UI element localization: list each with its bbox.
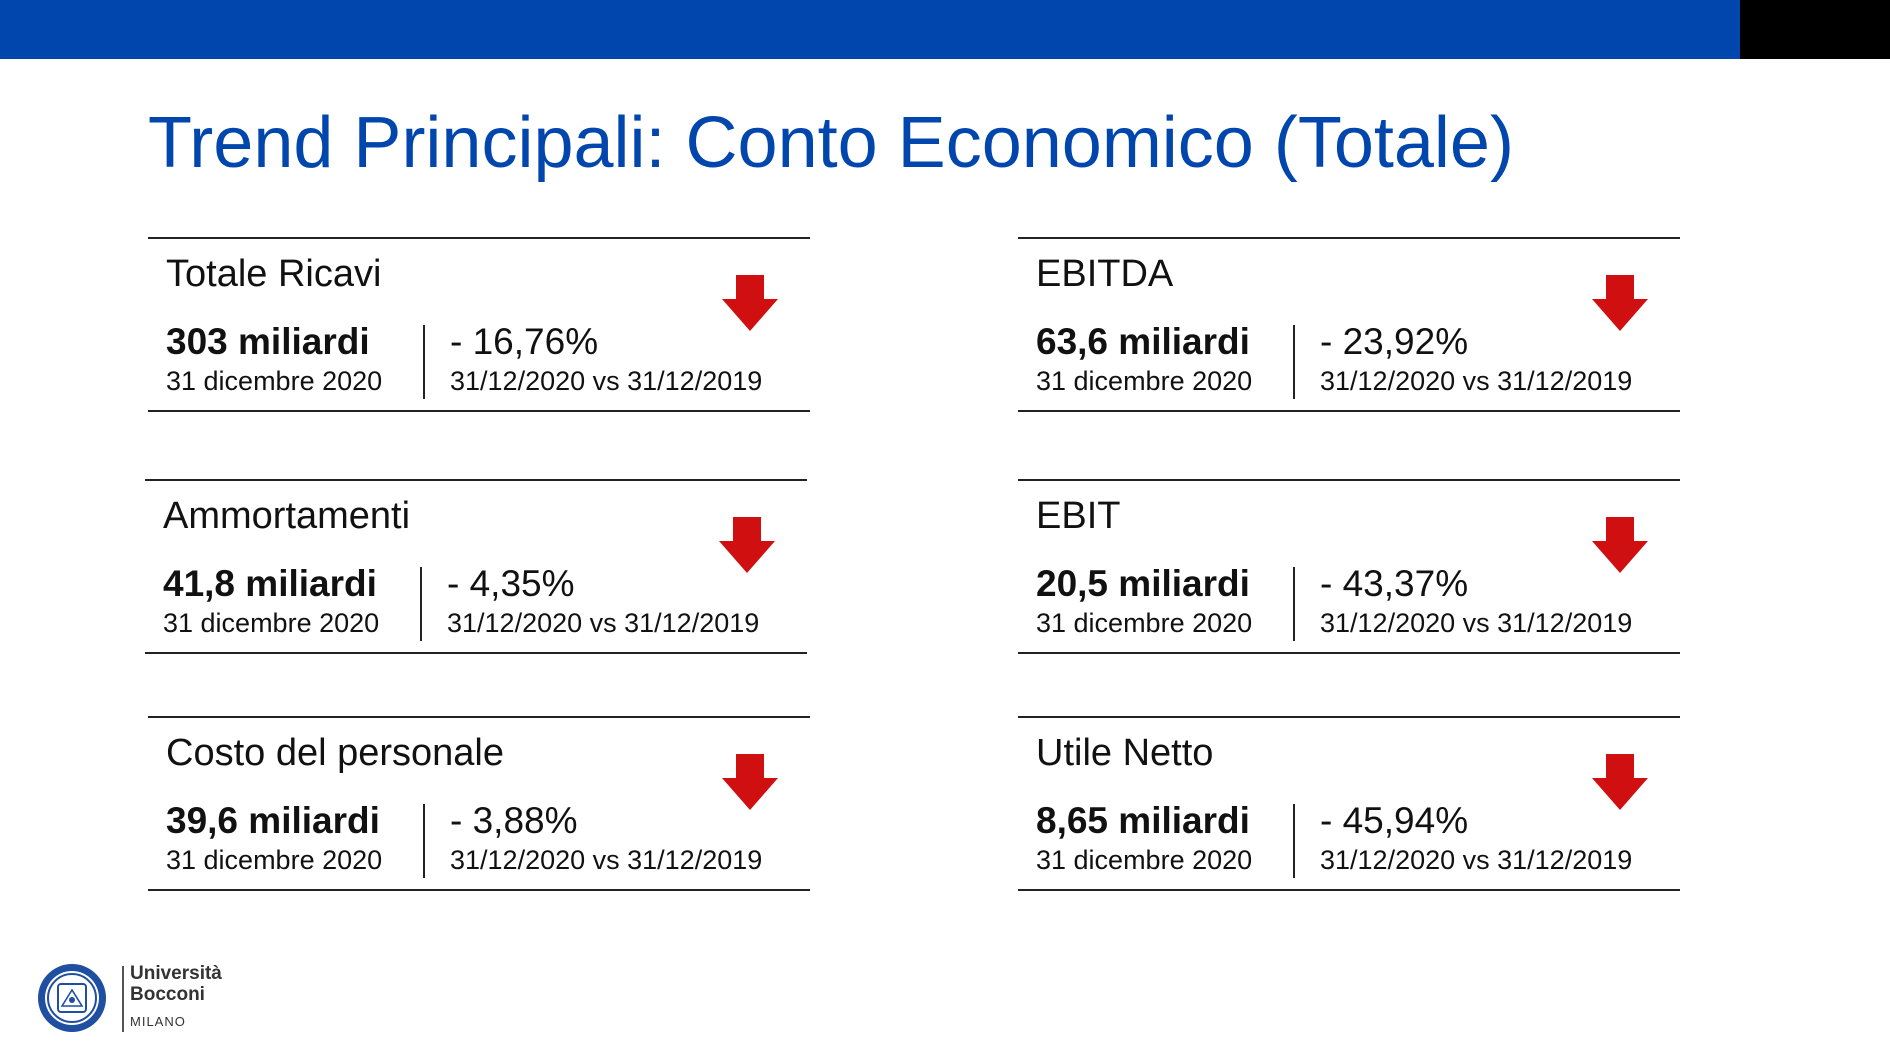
kpi-value: 8,65 miliardi [1036,800,1250,841]
kpi-value: 303 miliardi [166,321,370,362]
kpi-compare-period: 31/12/2020 vs 31/12/2019 [1320,366,1633,396]
arrow-down-icon [722,275,778,331]
kpi-card-totale-ricavi: Totale Ricavi 303 miliardi 31 dicembre 2… [148,237,810,412]
top-banner [0,0,1740,59]
kpi-divider [423,325,425,399]
kpi-value: 20,5 miliardi [1036,563,1250,604]
kpi-compare-period: 31/12/2020 vs 31/12/2019 [450,845,763,875]
top-banner-dark-segment [1740,0,1890,59]
kpi-label: Ammortamenti [163,495,411,537]
arrow-down-icon [722,754,778,810]
kpi-date: 31 dicembre 2020 [163,608,380,638]
kpi-label: Utile Netto [1036,732,1214,774]
kpi-card-costo-del-personale: Costo del personale 39,6 miliardi 31 dic… [148,716,810,891]
kpi-label: Costo del personale [166,732,504,774]
kpi-compare-period: 31/12/2020 vs 31/12/2019 [450,366,763,396]
arrow-down-icon [1592,754,1648,810]
logo-name-line1: Università [130,963,222,984]
university-seal-icon [38,964,106,1032]
kpi-label: EBITDA [1036,253,1174,295]
kpi-value: 39,6 miliardi [166,800,380,841]
slide-title: Trend Principali: Conto Economico (Total… [148,103,1514,183]
logo-city: MILANO [130,1014,186,1029]
kpi-change: - 45,94% [1320,800,1469,841]
kpi-divider [1293,567,1295,641]
kpi-value: 63,6 miliardi [1036,321,1250,362]
kpi-date: 31 dicembre 2020 [1036,608,1253,638]
kpi-divider [1293,325,1295,399]
kpi-date: 31 dicembre 2020 [1036,366,1253,396]
kpi-change: - 23,92% [1320,321,1469,362]
university-logo: Università Bocconi MILANO [36,962,246,1034]
kpi-change: - 16,76% [450,321,599,362]
arrow-down-icon [719,517,775,573]
kpi-change: - 3,88% [450,800,578,841]
arrow-down-icon [1592,275,1648,331]
kpi-label: EBIT [1036,495,1121,537]
kpi-value: 41,8 miliardi [163,563,377,604]
logo-name-line2: Bocconi [130,984,205,1005]
kpi-divider [420,567,422,641]
kpi-card-ebitda: EBITDA 63,6 miliardi 31 dicembre 2020 - … [1018,237,1680,412]
kpi-change: - 4,35% [447,563,575,604]
kpi-divider [423,804,425,878]
kpi-compare-period: 31/12/2020 vs 31/12/2019 [1320,608,1633,638]
kpi-label: Totale Ricavi [166,253,382,295]
kpi-compare-period: 31/12/2020 vs 31/12/2019 [1320,845,1633,875]
kpi-change: - 43,37% [1320,563,1469,604]
kpi-card-ammortamenti: Ammortamenti 41,8 miliardi 31 dicembre 2… [145,479,807,654]
kpi-card-ebit: EBIT 20,5 miliardi 31 dicembre 2020 - 43… [1018,479,1680,654]
logo-divider [122,966,124,1032]
kpi-date: 31 dicembre 2020 [166,366,383,396]
kpi-compare-period: 31/12/2020 vs 31/12/2019 [447,608,760,638]
arrow-down-icon [1592,517,1648,573]
kpi-divider [1293,804,1295,878]
kpi-card-utile-netto: Utile Netto 8,65 miliardi 31 dicembre 20… [1018,716,1680,891]
kpi-date: 31 dicembre 2020 [1036,845,1253,875]
kpi-date: 31 dicembre 2020 [166,845,383,875]
